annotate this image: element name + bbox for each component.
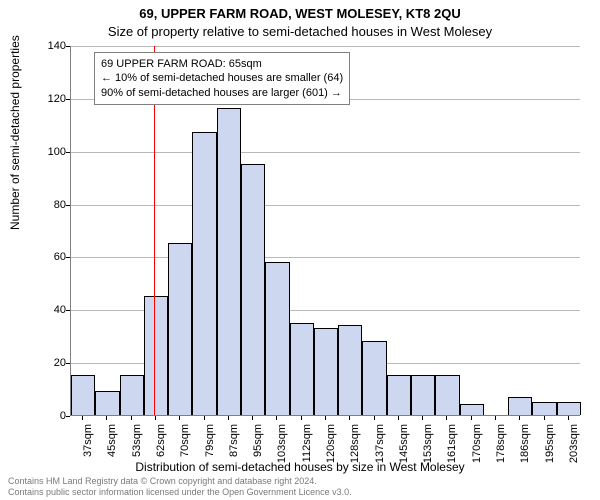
- x-tick-mark: [204, 416, 205, 420]
- x-tick-label: 128sqm: [349, 424, 361, 464]
- y-tick-mark: [66, 152, 70, 153]
- y-tick-mark: [66, 310, 70, 311]
- histogram-bar: [557, 402, 581, 415]
- y-axis-label: Number of semi-detached properties: [8, 35, 22, 230]
- x-tick-label: 203sqm: [568, 424, 580, 464]
- x-tick-label: 103sqm: [276, 424, 288, 464]
- y-tick-label: 120: [36, 93, 66, 105]
- y-tick-mark: [66, 257, 70, 258]
- x-tick-label: 112sqm: [301, 424, 313, 464]
- x-tick-mark: [544, 416, 545, 420]
- x-tick-label: 195sqm: [544, 424, 556, 464]
- x-tick-label: 170sqm: [471, 424, 483, 464]
- histogram-bar: [95, 391, 119, 415]
- y-tick-mark: [66, 46, 70, 47]
- footer-line2: Contains public sector information licen…: [8, 487, 352, 498]
- legend-line: 90% of semi-detached houses are larger (…: [101, 86, 343, 100]
- y-tick-label: 40: [36, 304, 66, 316]
- x-tick-mark: [301, 416, 302, 420]
- x-tick-label: 161sqm: [446, 424, 458, 464]
- x-tick-mark: [519, 416, 520, 420]
- x-tick-mark: [325, 416, 326, 420]
- chart-container: 69, UPPER FARM ROAD, WEST MOLESEY, KT8 2…: [0, 0, 600, 500]
- x-tick-mark: [252, 416, 253, 420]
- y-tick-label: 20: [36, 357, 66, 369]
- grid-line: [71, 152, 580, 153]
- x-tick-mark: [106, 416, 107, 420]
- histogram-bar: [71, 375, 95, 415]
- x-axis-label: Distribution of semi-detached houses by …: [0, 460, 600, 474]
- x-tick-mark: [374, 416, 375, 420]
- legend-line: ← 10% of semi-detached houses are smalle…: [101, 71, 343, 85]
- y-tick-mark: [66, 99, 70, 100]
- x-tick-label: 37sqm: [82, 424, 94, 464]
- histogram-bar: [241, 164, 265, 415]
- x-tick-label: 45sqm: [106, 424, 118, 464]
- histogram-bar: [338, 325, 362, 415]
- footer-line1: Contains HM Land Registry data © Crown c…: [8, 476, 352, 487]
- y-tick-label: 100: [36, 146, 66, 158]
- histogram-bar: [387, 375, 411, 415]
- chart-title-line2: Size of property relative to semi-detach…: [0, 24, 600, 39]
- histogram-bar: [290, 323, 314, 416]
- x-tick-mark: [228, 416, 229, 420]
- x-tick-mark: [398, 416, 399, 420]
- x-tick-label: 70sqm: [179, 424, 191, 464]
- y-tick-mark: [66, 205, 70, 206]
- histogram-bar: [168, 243, 192, 415]
- x-tick-mark: [349, 416, 350, 420]
- histogram-bar: [265, 262, 289, 415]
- histogram-bar: [314, 328, 338, 415]
- histogram-bar: [192, 132, 216, 415]
- x-tick-mark: [568, 416, 569, 420]
- x-tick-label: 153sqm: [422, 424, 434, 464]
- histogram-bar: [411, 375, 435, 415]
- x-tick-label: 53sqm: [131, 424, 143, 464]
- histogram-bar: [362, 341, 386, 415]
- x-tick-label: 62sqm: [155, 424, 167, 464]
- grid-line: [71, 46, 580, 47]
- x-tick-label: 95sqm: [252, 424, 264, 464]
- x-tick-mark: [471, 416, 472, 420]
- histogram-bar: [435, 375, 459, 415]
- x-tick-label: 87sqm: [228, 424, 240, 464]
- x-tick-mark: [495, 416, 496, 420]
- x-tick-mark: [446, 416, 447, 420]
- x-tick-label: 120sqm: [325, 424, 337, 464]
- histogram-bar: [508, 397, 532, 416]
- grid-line: [71, 205, 580, 206]
- histogram-bar: [532, 402, 556, 415]
- x-tick-mark: [82, 416, 83, 420]
- x-tick-label: 79sqm: [204, 424, 216, 464]
- y-tick-mark: [66, 363, 70, 364]
- x-tick-mark: [179, 416, 180, 420]
- y-tick-label: 80: [36, 199, 66, 211]
- grid-line: [71, 257, 580, 258]
- histogram-bar: [460, 404, 484, 415]
- histogram-bar: [120, 375, 144, 415]
- x-tick-label: 186sqm: [519, 424, 531, 464]
- x-tick-mark: [131, 416, 132, 420]
- y-tick-label: 140: [36, 40, 66, 52]
- x-tick-label: 137sqm: [374, 424, 386, 464]
- histogram-bar: [144, 296, 168, 415]
- y-tick-label: 60: [36, 251, 66, 263]
- chart-title-line1: 69, UPPER FARM ROAD, WEST MOLESEY, KT8 2…: [0, 6, 600, 21]
- x-tick-label: 178sqm: [495, 424, 507, 464]
- x-tick-mark: [276, 416, 277, 420]
- x-tick-mark: [422, 416, 423, 420]
- x-tick-mark: [155, 416, 156, 420]
- legend-line: 69 UPPER FARM ROAD: 65sqm: [101, 57, 343, 71]
- histogram-bar: [217, 108, 241, 415]
- y-tick-label: 0: [36, 410, 66, 422]
- legend-box: 69 UPPER FARM ROAD: 65sqm← 10% of semi-d…: [94, 52, 350, 105]
- x-tick-label: 145sqm: [398, 424, 410, 464]
- footer-attribution: Contains HM Land Registry data © Crown c…: [8, 476, 352, 498]
- y-tick-mark: [66, 416, 70, 417]
